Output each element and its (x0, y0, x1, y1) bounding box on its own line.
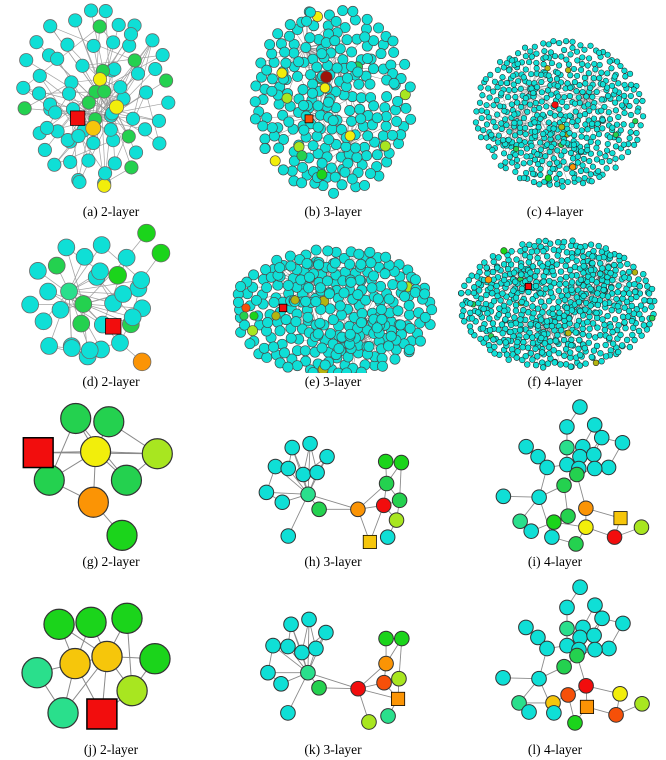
caption-e: (e) 3-layer (304, 374, 362, 389)
caption-d: (d) 2-layer (82, 374, 140, 389)
panel-k: (k) 3-layer (222, 572, 444, 760)
caption-i: (i) 4-layer (527, 554, 583, 569)
network-graph-k (260, 611, 410, 730)
caption-c: (c) 4-layer (526, 204, 584, 219)
network-graph-e (232, 244, 438, 373)
caption-h: (h) 3-layer (304, 554, 362, 569)
panel-a: (a) 2-layer (0, 0, 222, 222)
network-graph-l (495, 579, 650, 731)
panel-h: (h) 3-layer (222, 392, 444, 572)
network-graph-j (21, 602, 171, 730)
panel-g: (g) 2-layer (0, 392, 222, 572)
panel-i: (i) 4-layer (444, 392, 666, 572)
network-graph-f (457, 237, 658, 371)
network-graph-c (472, 38, 647, 190)
caption-a: (a) 2-layer (82, 204, 140, 219)
network-graph-b (249, 5, 417, 199)
panel-c: (c) 4-layer (444, 0, 666, 222)
panel-l: (l) 4-layer (444, 572, 666, 760)
network-graph-g (22, 402, 173, 551)
caption-b: (b) 3-layer (304, 204, 362, 219)
network-graph-a (16, 3, 176, 193)
panel-j: (j) 2-layer (0, 572, 222, 760)
caption-j: (j) 2-layer (83, 742, 139, 757)
network-graph-d (21, 223, 171, 372)
caption-f: (f) 4-layer (527, 374, 583, 389)
panel-f: (f) 4-layer (444, 222, 666, 392)
panel-d: (d) 2-layer (0, 222, 222, 392)
network-graph-i (495, 399, 650, 552)
network-graph-h (258, 435, 410, 549)
caption-l: (l) 4-layer (527, 742, 583, 757)
panel-b: (b) 3-layer (222, 0, 444, 222)
caption-k: (k) 3-layer (304, 742, 362, 757)
caption-g: (g) 2-layer (82, 554, 140, 569)
panel-e: (e) 3-layer (222, 222, 444, 392)
